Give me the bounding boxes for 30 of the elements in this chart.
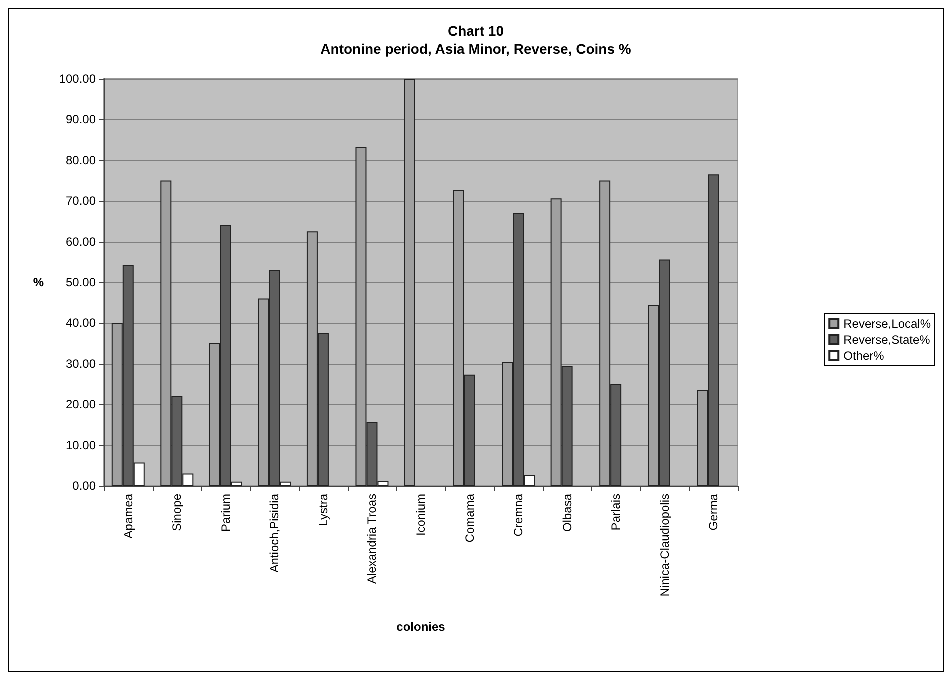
x-tick-label: Cremna <box>512 494 526 537</box>
y-tick-label: 90.00 <box>66 112 96 127</box>
x-tick-label: Antioch,Pisidia <box>268 494 282 573</box>
x-tick-label: Apamea <box>121 494 136 539</box>
x-tick-label: Olbasa <box>560 494 574 532</box>
x-tick-label: Parium <box>218 494 233 532</box>
y-tick-label: 50.00 <box>66 276 96 290</box>
y-tick-label: 20.00 <box>66 398 96 412</box>
y-axis-title: % <box>33 276 44 290</box>
x-tick-label: Ninica-Claudiopolis <box>658 494 672 597</box>
y-tick-label: 0.00 <box>72 479 96 493</box>
legend-label: Other% <box>844 349 885 363</box>
y-tick-label: 100.00 <box>59 72 96 86</box>
y-tick-label: 10.00 <box>66 438 96 452</box>
y-tick-label: 70.00 <box>66 194 96 208</box>
x-axis-title: colonies <box>396 620 446 634</box>
legend-label: Reverse,Local% <box>844 317 932 331</box>
chart-title: Chart 10 Antonine period, Asia Minor, Reverse, Coins % <box>320 23 632 57</box>
x-tick-label: Sinope <box>170 494 184 532</box>
y-tick-label: 30.00 <box>66 356 96 371</box>
x-tick-label: Comama <box>462 494 477 543</box>
x-tick-label: Germa <box>706 494 721 531</box>
x-tick-label: Alexandria Troas <box>365 494 380 584</box>
x-tick-label: Parlais <box>609 494 624 531</box>
x-tick-label: Lystra <box>316 494 330 526</box>
y-tick-label: 60.00 <box>66 234 96 249</box>
legend-label: Reverse,State% <box>844 333 931 347</box>
x-tick-label: Iconium <box>414 494 428 536</box>
y-tick-label: 80.00 <box>66 153 96 168</box>
y-tick-label: 40.00 <box>66 316 96 330</box>
